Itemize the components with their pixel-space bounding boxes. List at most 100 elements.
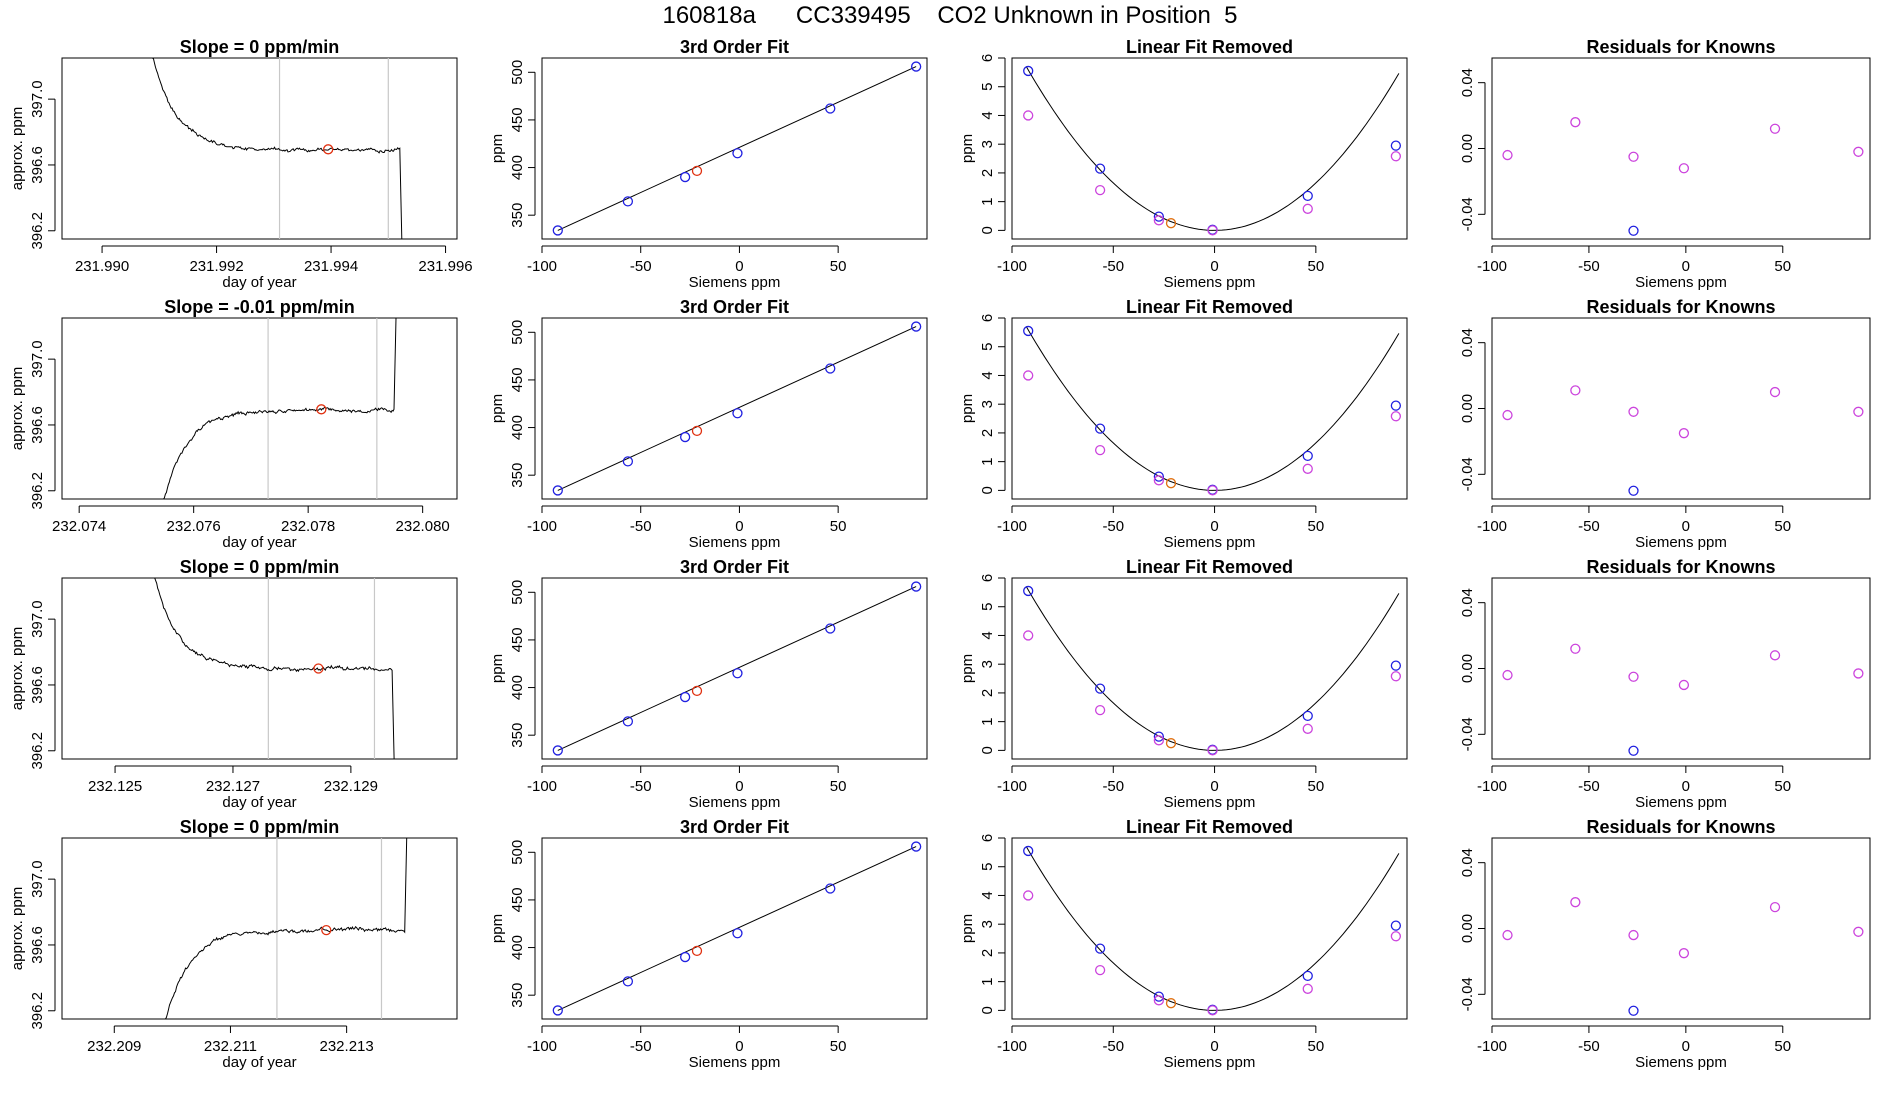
row4-timeseries-y-axis-label: approx. ppm [9, 887, 26, 970]
row1-linear-assigned-point [1390, 151, 1402, 162]
row3-fit-x-tick-label: -100 [527, 778, 557, 795]
row2-linear-y-tick-label: 6 [979, 314, 996, 322]
row2-residuals-x-tick-label: -50 [1578, 518, 1600, 535]
row2-timeseries-x-tick-label: 232.074 [52, 518, 106, 535]
row4-fit-known-point [552, 1005, 563, 1016]
row3-linear-fit-curve [1025, 586, 1400, 751]
row2-linear-y-tick-label: 0 [979, 486, 996, 494]
row4-linear-assigned-point [1302, 983, 1313, 994]
row4-residuals-y-tick-label: 0.04 [1459, 848, 1476, 877]
row4-fit-frame [541, 837, 928, 1020]
row1-linear-y-tick-label: 1 [979, 197, 996, 205]
row1-linear-known-point [1023, 65, 1034, 77]
row4-fit-y-tick-label: 500 [509, 840, 526, 865]
row1-linear-assigned-point [1207, 225, 1218, 236]
row3-fit-y-tick-label: 350 [509, 723, 526, 748]
row4-linear-y-axis-label: ppm [959, 914, 976, 943]
row4-linear-known-point [1153, 991, 1165, 1002]
row2-linear-known-point [1390, 400, 1402, 411]
row1-linear-assigned-point [1023, 110, 1034, 121]
row3-residuals-x-tick-label: 0 [1682, 778, 1690, 795]
row2-fit-y-tick-label: 500 [509, 320, 526, 345]
row1-residuals-assigned-point [1570, 117, 1581, 128]
row2-timeseries-x-tick-label: 232.080 [396, 518, 450, 535]
row4-timeseries-frame [61, 837, 458, 1020]
row4-residuals-assigned-point [1628, 929, 1639, 941]
row3-residuals-assigned-point [1502, 669, 1513, 681]
row3-linear-frame [1011, 577, 1408, 760]
row1-fit-x-tick-label: -50 [630, 258, 652, 275]
row1-linear-y-tick-label: 3 [979, 140, 996, 148]
row3-linear-assigned-point [1207, 745, 1218, 756]
row3-fit-y-tick-label: 500 [509, 580, 526, 605]
row3-timeseries-trace [132, 577, 395, 760]
row3-fit-title: 3rd Order Fit [680, 557, 789, 577]
row3-residuals-x-axis-label: Siemens ppm [1635, 794, 1727, 811]
row1-fit-x-tick-label: 0 [735, 258, 743, 275]
row2-residuals-title: Residuals for Knowns [1586, 297, 1775, 317]
row4-linear-known-point [1023, 845, 1034, 857]
row3-linear-known-point [1153, 731, 1165, 742]
row1-fit-unknown-point [691, 165, 703, 177]
row3-fit-known-point [622, 716, 634, 727]
row2-residuals-x-tick-label: 50 [1774, 518, 1791, 535]
row1-fit-known-point [622, 196, 634, 207]
row1-linear-known-point [1094, 163, 1106, 174]
row4-fit-x-tick-label: -50 [630, 1038, 652, 1055]
row2-fit-known-point [910, 321, 922, 332]
row2-residuals-assigned-point [1853, 406, 1864, 417]
row2-timeseries-x-axis-label: day of year [222, 534, 296, 551]
row1-linear-y-tick-label: 0 [979, 226, 996, 234]
row4-linear-x-tick-label: -50 [1102, 1038, 1124, 1055]
row1-residuals-assigned-point [1628, 151, 1639, 162]
row4-linear-y-tick-label: 6 [979, 834, 996, 842]
row2-linear-x-tick-label: 50 [1308, 518, 1325, 535]
row1-residuals-assigned-point [1678, 163, 1690, 174]
row1-linear-title: Linear Fit Removed [1126, 37, 1293, 57]
row4-residuals-assigned-point [1502, 929, 1513, 941]
row2-linear-y-tick-label: 2 [979, 429, 996, 437]
row4-fit-unknown-point [691, 945, 703, 957]
row3-residuals-assigned-point [1678, 679, 1690, 691]
row2-fit-x-tick-label: -50 [630, 518, 652, 535]
row4-fit-known-point [910, 841, 922, 852]
row2-linear-y-tick-label: 1 [979, 457, 996, 465]
row1-linear-known-point [1390, 140, 1402, 151]
row1-linear-known-point [1302, 190, 1313, 202]
row3-fit-known-point [679, 691, 691, 703]
row1-fit-y-axis-label: ppm [489, 134, 506, 163]
row1-linear-y-axis-label: ppm [959, 134, 976, 163]
row3-fit-y-tick-label: 450 [509, 627, 526, 652]
row4-fit-known-point [622, 976, 634, 987]
row4-fit-title: 3rd Order Fit [680, 817, 789, 837]
row1-residuals-assigned-point [1502, 149, 1513, 161]
row1-timeseries-x-tick-label: 231.996 [418, 258, 472, 275]
row2-fit-x-tick-label: 0 [735, 518, 743, 535]
row3-linear-known-point [1390, 660, 1402, 671]
row3-residuals-assigned-point [1628, 671, 1639, 682]
row3-residuals-assigned-point [1769, 650, 1781, 661]
page-title: 160818a CC339495 CO2 Unknown in Position… [662, 2, 1238, 29]
row2-residuals-y-tick-label: 0.00 [1459, 394, 1476, 423]
row1-timeseries-x-tick-label: 231.992 [189, 258, 243, 275]
row3-residuals-known-point [1628, 745, 1639, 756]
row1-fit-x-tick-label: 50 [830, 258, 847, 275]
row4-fit-x-tick-label: -100 [527, 1038, 557, 1055]
row2-linear-x-axis-label: Siemens ppm [1164, 534, 1256, 551]
row1-fit-known-point [552, 225, 563, 236]
row4-timeseries-y-tick-label: 397.0 [29, 860, 46, 898]
row4-residuals-assigned-point [1853, 926, 1864, 937]
row4-linear-known-point [1302, 970, 1313, 982]
row3-linear-y-tick-label: 2 [979, 689, 996, 697]
row4-residuals-x-tick-label: -100 [1477, 1038, 1507, 1055]
row3-residuals-assigned-point [1853, 668, 1864, 679]
row2-timeseries-frame [61, 317, 458, 500]
row3-timeseries-x-tick-label: 232.127 [206, 778, 260, 795]
row2-fit-title: 3rd Order Fit [680, 297, 789, 317]
row1-linear-y-tick-label: 2 [979, 169, 996, 177]
row4-timeseries-y-tick-label: 396.2 [29, 992, 46, 1030]
row2-fit-known-point [622, 456, 634, 467]
row2-linear-assigned-point [1302, 463, 1313, 474]
row1-timeseries-y-tick-label: 396.2 [29, 212, 46, 250]
row4-linear-y-tick-label: 2 [979, 949, 996, 957]
